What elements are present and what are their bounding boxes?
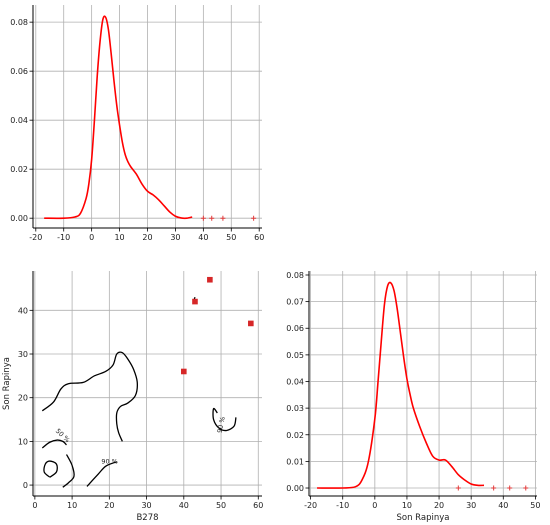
x-tick-label: 50: [226, 233, 236, 242]
x-axis-label: Son Rapinya: [397, 513, 450, 523]
x-axis-label: B278: [136, 513, 158, 523]
rug-mark: [456, 486, 461, 491]
y-tick-label: 0.02: [10, 165, 28, 174]
y-tick-label: 20: [18, 394, 28, 403]
y-tick-label: 30: [18, 350, 28, 359]
scatter-point: [207, 277, 213, 283]
x-tick-label: 30: [466, 501, 476, 510]
scatter-point: [181, 369, 187, 375]
x-tick-label: 40: [179, 501, 189, 510]
x-tick-label: 0: [89, 233, 94, 242]
y-tick-label: 0.03: [286, 404, 304, 413]
scatter-point: [192, 299, 198, 305]
rug-mark: [507, 486, 512, 491]
scatter-point: [248, 321, 254, 327]
x-tick-label: 30: [170, 233, 180, 242]
y-tick-label: 0.07: [286, 298, 304, 307]
x-tick-label: 50: [530, 501, 540, 510]
x-tick-label: 60: [253, 501, 263, 510]
x-tick-label: 20: [434, 501, 444, 510]
x-tick-label: -20: [29, 233, 42, 242]
x-tick-label: 10: [67, 501, 77, 510]
y-axis-label: Son Rapinya: [2, 357, 12, 410]
y-tick-label: 0.08: [286, 271, 304, 280]
x-tick-label: 10: [402, 501, 412, 510]
x-tick-label: -20: [304, 501, 317, 510]
y-tick-label: 0: [23, 481, 28, 490]
y-tick-label: 0.06: [286, 324, 304, 333]
rug-mark: [209, 216, 214, 221]
rug-mark: [201, 216, 206, 221]
density-b278-panel: -20 -10 0 10 20 30 40 50 60 0.00 0.02 0.04 0.06 0.08: [10, 5, 264, 242]
rug-mark: [220, 216, 225, 221]
x-tick-label: 0: [372, 501, 377, 510]
rug-mark: [491, 486, 496, 491]
y-tick-label: 0.08: [10, 18, 28, 27]
x-tick-label: 50: [216, 501, 226, 510]
y-tick-label: 0.06: [10, 67, 28, 76]
density-son-rapinya-panel: -20 -10 0 10 20 30 40 50 0.00 0.01 0.02 0.03 0.04 0.0…: [286, 271, 540, 523]
contour-line: [87, 462, 117, 486]
contour-label: 90 %: [101, 457, 118, 465]
x-tick-label: 30: [141, 501, 151, 510]
y-tick-label: 0.04: [10, 116, 28, 125]
x-tick-label: 60: [254, 233, 264, 242]
y-tick-label: 40: [18, 306, 28, 315]
x-tick-label: 40: [498, 501, 508, 510]
density-curve: [317, 282, 484, 488]
y-tick-label: 0.01: [286, 457, 304, 466]
x-tick-label: 40: [198, 233, 208, 242]
y-tick-label: 0.05: [286, 351, 304, 360]
x-tick-label: 10: [114, 233, 124, 242]
x-tick-label: 20: [142, 233, 152, 242]
rug-mark: [251, 216, 256, 221]
contour-line: [42, 352, 137, 441]
x-tick-label: 0: [32, 501, 37, 510]
x-tick-label: -10: [336, 501, 349, 510]
rug-mark: [523, 486, 528, 491]
density-curve: [44, 16, 192, 218]
y-tick-label: 0.02: [286, 431, 304, 440]
y-tick-label: 10: [18, 437, 28, 446]
y-tick-label: 0.00: [286, 484, 304, 493]
x-tick-label: -10: [57, 233, 70, 242]
y-tick-label: 0.04: [286, 378, 304, 387]
x-tick-label: 20: [104, 501, 114, 510]
contour-line: [44, 461, 57, 477]
y-tick-label: 0.00: [10, 214, 28, 223]
